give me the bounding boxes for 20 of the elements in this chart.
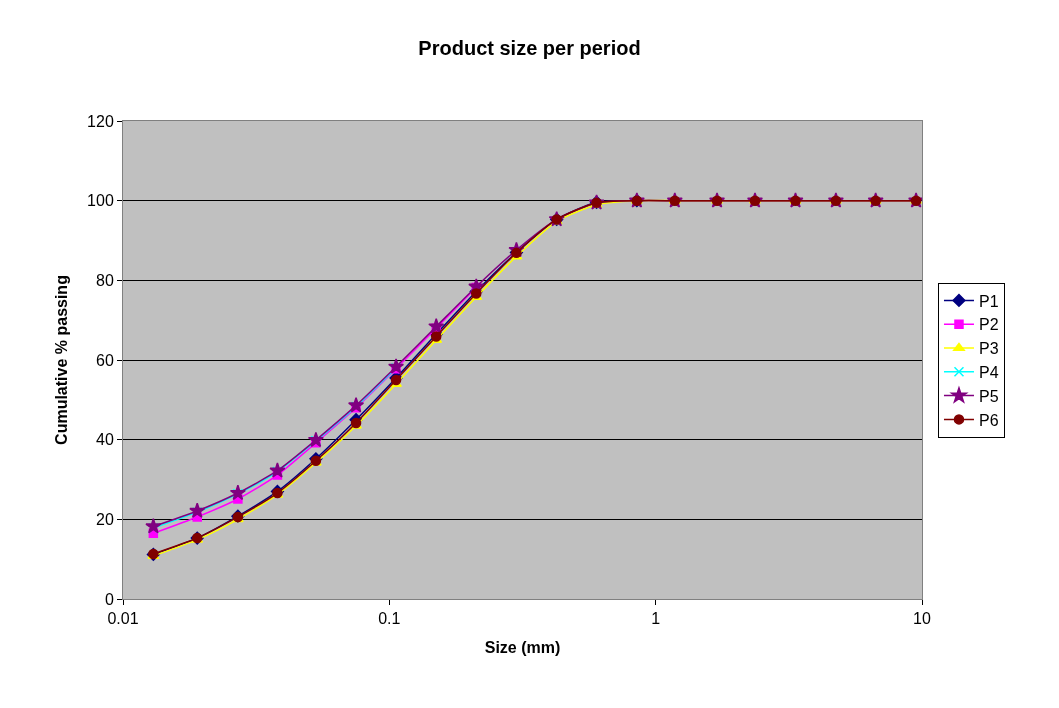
legend-label: P3 <box>978 340 999 358</box>
legend-label: P1 <box>978 292 999 310</box>
y-tick-label: 100 <box>87 192 114 210</box>
legend-label: P6 <box>978 411 999 429</box>
x-tick-label: 1 <box>651 610 661 628</box>
legend-label: P4 <box>978 364 999 382</box>
legend-label: P2 <box>978 316 999 334</box>
y-axis-title: Cumulative % passing <box>53 275 70 445</box>
x-axis-title: Size (mm) <box>484 638 561 656</box>
y-tick-label: 120 <box>87 112 114 130</box>
y-tick-label: 20 <box>96 510 114 528</box>
legend-label: P5 <box>978 387 999 405</box>
y-tick-label: 0 <box>104 590 114 608</box>
x-tick-label: 0.01 <box>107 610 139 628</box>
x-tick-label: 10 <box>913 610 931 628</box>
y-tick-label: 40 <box>96 431 114 449</box>
chart-title: Product size per period <box>418 37 641 59</box>
y-tick-label: 80 <box>96 271 114 289</box>
y-tick-label: 60 <box>96 351 114 369</box>
x-tick-label: 0.1 <box>378 610 401 628</box>
